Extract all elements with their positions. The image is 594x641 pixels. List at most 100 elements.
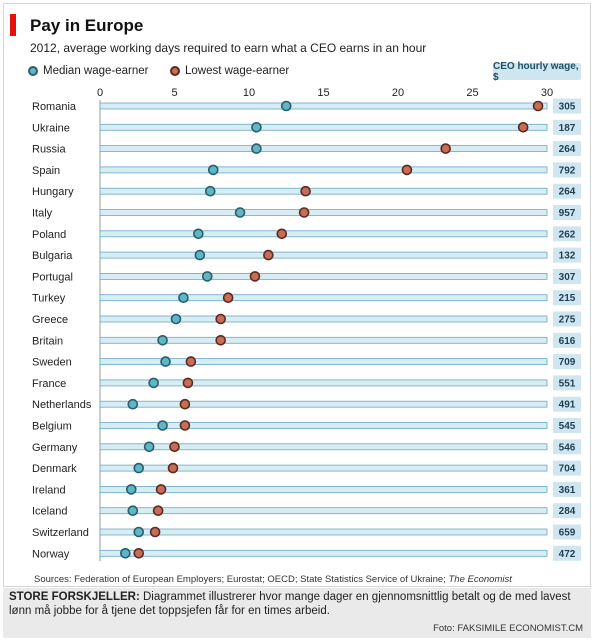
country-label: Belgium — [32, 421, 72, 433]
point-lowest — [532, 100, 544, 112]
point-lowest — [249, 271, 261, 282]
ceo-wage-value: 305 — [559, 102, 576, 113]
country-label: Switzerland — [32, 527, 89, 539]
chart-title: Pay in Europe — [30, 16, 144, 35]
ceo-wage-value: 262 — [559, 229, 576, 240]
ceo-wage-value: 546 — [559, 442, 576, 453]
ceo-wage-value: 275 — [559, 315, 576, 326]
point-median — [157, 334, 168, 346]
ceo-wage-box — [553, 375, 581, 391]
row-bar — [99, 443, 548, 451]
point-lowest — [215, 334, 226, 346]
ceo-wage-value: 792 — [559, 165, 576, 176]
point-lowest — [215, 313, 226, 325]
ceo-wage-value: 659 — [559, 528, 576, 539]
ceo-wage-box — [553, 439, 581, 455]
point-median — [170, 313, 182, 325]
row-bar — [99, 166, 548, 174]
row-bar — [99, 336, 548, 344]
legend-lowest: Lowest wage-earner — [170, 65, 289, 77]
ceo-wage-box — [553, 205, 581, 220]
point-lowest — [152, 505, 164, 517]
ceo-wage-header: CEO hourly wage, $ — [493, 61, 581, 83]
country-label: Portugal — [32, 271, 73, 283]
chart-subtitle: 2012, average working days required to e… — [30, 41, 427, 55]
point-lowest — [185, 356, 197, 367]
ceo-wage-value: 187 — [559, 123, 576, 134]
point-lowest — [149, 526, 161, 538]
x-tick-label: 30 — [541, 87, 553, 99]
country-label: Norway — [32, 548, 70, 560]
ceo-wage-box — [553, 226, 581, 242]
point-median — [193, 228, 204, 240]
point-median — [201, 271, 213, 282]
point-median — [133, 462, 145, 474]
legend-lowest-label: Lowest wage-earner — [185, 65, 290, 77]
country-label: Ireland — [32, 484, 66, 496]
point-median — [280, 100, 292, 112]
x-tick-label: 10 — [243, 87, 255, 99]
country-label: Hungary — [32, 186, 74, 198]
ceo-wage-box — [553, 162, 581, 178]
legend-median: Median wage-earner — [28, 65, 148, 77]
ceo-wage-box — [553, 354, 581, 370]
ceo-wage-value: 472 — [559, 549, 576, 560]
ceo-wage-box — [553, 290, 581, 306]
legend-median-label: Median wage-earner — [43, 65, 149, 77]
caption-head: STORE FORSKJELLER: — [9, 591, 140, 603]
row-bar — [99, 251, 548, 259]
point-median — [178, 292, 189, 304]
ceo-wage-box — [553, 119, 581, 135]
ceo-wage-box — [553, 268, 581, 284]
ceo-wage-value: 215 — [559, 293, 576, 304]
ceo-wage-value: 616 — [559, 336, 576, 347]
point-median — [148, 377, 159, 389]
ceo-wage-box — [553, 418, 581, 433]
source-note: Sources: Federation of European Employer… — [34, 574, 512, 585]
row-bar — [99, 507, 548, 515]
source-text: Sources: Federation of European Employer… — [34, 574, 449, 585]
ceo-wage-box — [553, 481, 581, 497]
ceo-wage-box — [553, 460, 581, 476]
point-lowest — [133, 547, 145, 559]
point-median — [157, 420, 168, 431]
row-bar — [99, 422, 548, 429]
point-lowest — [401, 164, 413, 176]
point-median — [127, 505, 139, 517]
point-lowest — [169, 441, 180, 453]
ceo-wage-box — [553, 396, 581, 412]
country-label: Sweden — [32, 357, 72, 369]
row-bar — [99, 230, 548, 238]
country-label: France — [32, 378, 66, 390]
ceo-wage-box — [553, 545, 581, 561]
row-bar — [99, 358, 548, 366]
ceo-wage-value: 491 — [559, 400, 576, 411]
point-median — [120, 547, 131, 559]
row-bar — [99, 209, 548, 216]
point-lowest — [167, 462, 179, 474]
country-label: Spain — [32, 165, 60, 177]
point-lowest — [179, 420, 191, 431]
country-label: Netherlands — [32, 399, 92, 411]
x-tick-label: 20 — [392, 87, 404, 99]
ceo-wage-box — [553, 503, 581, 519]
row-bar — [99, 145, 548, 153]
ceo-wage-value: 545 — [559, 421, 576, 432]
x-tick-label: 5 — [171, 87, 177, 99]
ceo-wage-value: 132 — [559, 251, 576, 262]
point-median — [160, 356, 171, 367]
country-label: Italy — [32, 208, 53, 220]
dot-plot: 0 5 10 15 20 25 30 Romania 305 Ukraine 187 Russia 26… — [32, 87, 581, 562]
point-lowest — [182, 377, 194, 389]
ceo-wage-box — [553, 98, 581, 114]
x-tick-label: 15 — [317, 87, 329, 99]
country-label: Germany — [32, 442, 78, 454]
ceo-wage-value: 264 — [559, 187, 576, 198]
row-bar — [99, 294, 548, 302]
caption-text: STORE FORSKJELLER: Diagrammet illustrere… — [9, 590, 585, 618]
point-median — [133, 526, 145, 538]
point-median — [251, 143, 262, 154]
point-median — [143, 441, 155, 453]
ceo-wage-box — [553, 332, 581, 348]
caption-body: Diagrammet illustrerer hvor mange dager … — [9, 591, 571, 617]
